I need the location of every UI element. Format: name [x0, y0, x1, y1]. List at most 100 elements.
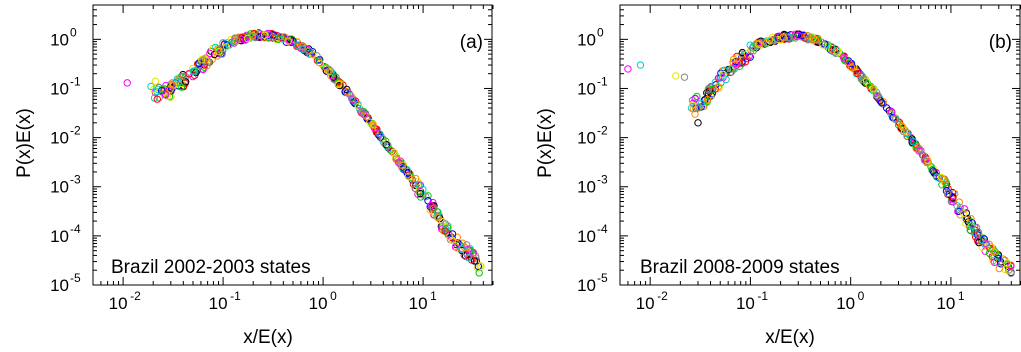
- data-point: [354, 102, 363, 111]
- y-tick-exponent: -5: [70, 271, 81, 285]
- data-point: [329, 73, 337, 81]
- data-point: [399, 165, 408, 173]
- data-point: [719, 70, 727, 79]
- data-point: [989, 256, 997, 265]
- data-point: [349, 95, 357, 103]
- data-point: [476, 261, 484, 270]
- data-point: [869, 87, 878, 95]
- data-point: [968, 222, 976, 230]
- data-point: [817, 38, 826, 46]
- data-point: [680, 73, 689, 81]
- data-point: [722, 75, 730, 84]
- data-point: [161, 91, 170, 99]
- data-point: [993, 254, 1002, 263]
- y-tick-label: 10: [577, 79, 596, 98]
- data-point: [794, 31, 803, 40]
- data-point: [749, 47, 758, 55]
- data-point: [877, 99, 886, 107]
- data-point: [241, 36, 250, 44]
- data-point: [798, 31, 806, 40]
- data-point: [972, 223, 981, 232]
- y-tick-exponent: -1: [597, 74, 608, 88]
- y-tick-exponent: -1: [70, 74, 81, 88]
- data-point: [477, 262, 485, 270]
- data-point: [703, 95, 712, 104]
- data-point: [960, 209, 968, 218]
- data-point: [704, 85, 713, 94]
- data-point: [708, 86, 717, 94]
- annotation-a: Brazil 2002-2003 states: [111, 257, 311, 278]
- y-tick-exponent: 0: [70, 25, 77, 39]
- data-point: [688, 101, 697, 109]
- y-tick-label: 10: [577, 178, 596, 197]
- data-point: [1001, 256, 1009, 265]
- y-tick-exponent: -2: [70, 124, 81, 138]
- data-point: [717, 79, 725, 87]
- plot-frame: [92, 4, 493, 286]
- data-point: [305, 47, 313, 55]
- data-point: [285, 38, 294, 46]
- data-point: [982, 239, 990, 248]
- data-point: [985, 240, 993, 249]
- data-point: [924, 158, 932, 167]
- data-point: [968, 219, 976, 227]
- data-point: [189, 72, 197, 81]
- data-point: [858, 72, 867, 80]
- data-point: [919, 152, 928, 160]
- x-tick-exponent: 0: [858, 289, 865, 303]
- data-point: [945, 190, 954, 199]
- x-tick-label: 10: [836, 294, 855, 313]
- data-point: [474, 262, 483, 271]
- data-point: [222, 43, 231, 51]
- x-tick-label: 10: [209, 294, 228, 313]
- data-point: [316, 59, 324, 68]
- data-point: [745, 52, 753, 60]
- data-point: [462, 241, 471, 249]
- data-point: [714, 82, 723, 91]
- x-tick-label: 10: [109, 294, 128, 313]
- data-point: [860, 75, 868, 84]
- data-point: [866, 82, 874, 91]
- data-point: [382, 141, 390, 149]
- data-point: [949, 192, 957, 201]
- data-point: [974, 228, 983, 236]
- data-point: [715, 84, 723, 92]
- data-point: [155, 93, 163, 102]
- x-tick-exponent: 1: [958, 289, 965, 303]
- ylabel-a: P(x)E(x): [14, 108, 35, 178]
- data-point: [730, 55, 738, 63]
- data-point: [153, 95, 161, 103]
- data-point: [759, 38, 767, 47]
- plot-area-a: 10 -2 10 -1 10 0 10 110 -510 -410 -310 -210 -110 0: [50, 4, 494, 313]
- data-point: [379, 135, 387, 143]
- data-point: [937, 173, 946, 182]
- data-point: [315, 56, 323, 65]
- y-tick-exponent: -4: [70, 222, 81, 236]
- data-point: [294, 42, 302, 51]
- data-point: [269, 31, 277, 39]
- data-point: [907, 134, 915, 142]
- data-point: [995, 264, 1003, 273]
- y-tick-label: 10: [577, 129, 596, 148]
- data-point: [754, 40, 763, 48]
- data-point: [213, 45, 222, 53]
- data-point: [1003, 259, 1011, 267]
- data-point: [955, 198, 963, 206]
- y-tick-exponent: 0: [597, 25, 604, 39]
- data-point: [203, 62, 211, 70]
- data-point: [322, 67, 331, 75]
- data-point: [694, 119, 702, 127]
- data-point: [363, 112, 371, 121]
- data-point: [398, 164, 407, 172]
- data-point: [255, 33, 264, 41]
- data-point: [429, 204, 438, 213]
- data-point: [980, 235, 989, 243]
- data-point: [199, 56, 207, 64]
- data-point: [697, 99, 706, 108]
- data-point: [869, 84, 878, 93]
- data-point: [743, 54, 751, 63]
- data-point: [284, 37, 292, 45]
- data-point: [404, 172, 413, 181]
- data-point: [123, 79, 131, 87]
